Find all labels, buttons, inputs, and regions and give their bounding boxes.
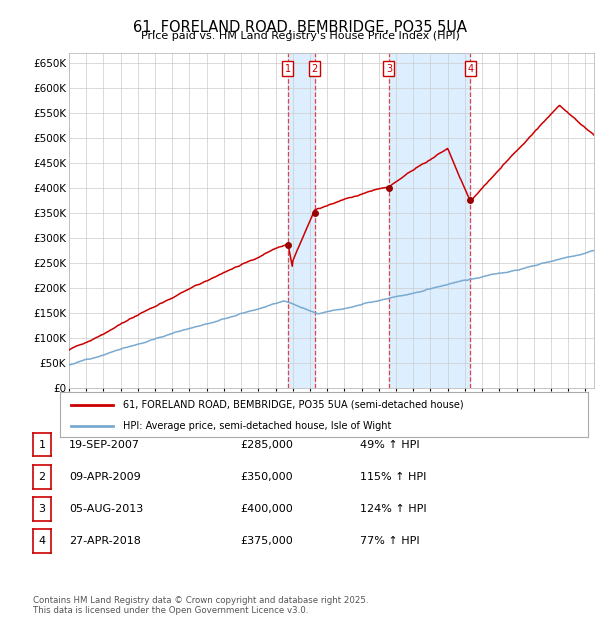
Text: 2: 2 [38,472,46,482]
Text: 124% ↑ HPI: 124% ↑ HPI [360,504,427,514]
Bar [389,53,470,388]
Text: £350,000: £350,000 [240,472,293,482]
Text: Contains HM Land Registry data © Crown copyright and database right 2025.
This d: Contains HM Land Registry data © Crown c… [33,596,368,615]
Text: 1: 1 [285,64,291,74]
Text: 4: 4 [38,536,46,546]
Text: £375,000: £375,000 [240,536,293,546]
Text: 3: 3 [386,64,392,74]
Text: 27-APR-2018: 27-APR-2018 [69,536,141,546]
Text: 19-SEP-2007: 19-SEP-2007 [69,440,140,450]
Text: 115% ↑ HPI: 115% ↑ HPI [360,472,427,482]
Text: 61, FORELAND ROAD, BEMBRIDGE, PO35 5UA (semi-detached house): 61, FORELAND ROAD, BEMBRIDGE, PO35 5UA (… [124,400,464,410]
Text: 09-APR-2009: 09-APR-2009 [69,472,141,482]
Text: 49% ↑ HPI: 49% ↑ HPI [360,440,419,450]
Text: 2: 2 [311,64,318,74]
Text: 61, FORELAND ROAD, BEMBRIDGE, PO35 5UA: 61, FORELAND ROAD, BEMBRIDGE, PO35 5UA [133,20,467,35]
Text: 3: 3 [38,504,46,514]
Text: £285,000: £285,000 [240,440,293,450]
Bar [288,53,314,388]
Text: 05-AUG-2013: 05-AUG-2013 [69,504,143,514]
Text: 1: 1 [38,440,46,450]
Text: £400,000: £400,000 [240,504,293,514]
Text: HPI: Average price, semi-detached house, Isle of Wight: HPI: Average price, semi-detached house,… [124,421,392,431]
Text: 77% ↑ HPI: 77% ↑ HPI [360,536,419,546]
Text: Price paid vs. HM Land Registry's House Price Index (HPI): Price paid vs. HM Land Registry's House … [140,31,460,41]
Text: 4: 4 [467,64,473,74]
